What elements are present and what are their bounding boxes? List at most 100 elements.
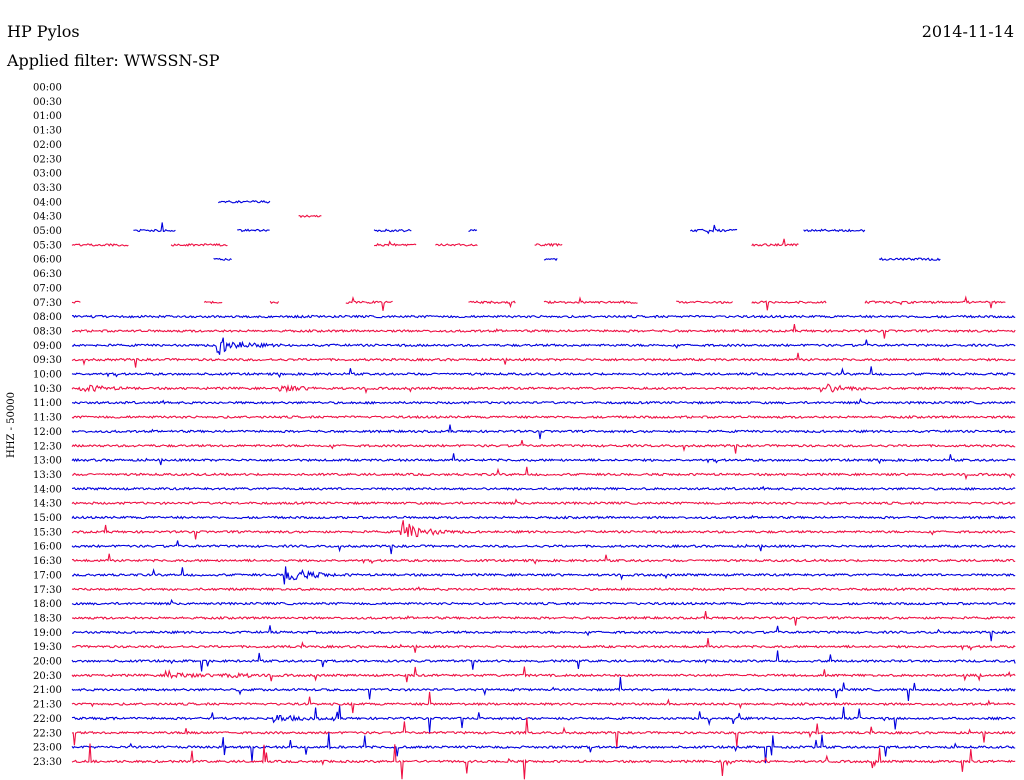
time-label: 01:00 xyxy=(33,111,62,122)
trace-line xyxy=(435,243,478,247)
trace-line xyxy=(71,337,1016,355)
time-label: 04:30 xyxy=(33,212,62,223)
time-label: 07:00 xyxy=(33,283,62,294)
trace-line xyxy=(133,222,176,233)
time-label: 21:00 xyxy=(33,685,62,696)
time-label: 07:30 xyxy=(33,298,62,309)
time-label: 21:30 xyxy=(33,700,62,711)
trace-line xyxy=(751,238,799,247)
trace-line xyxy=(269,300,280,304)
time-label: 08:00 xyxy=(33,312,62,323)
trace-line xyxy=(71,466,1016,481)
trace-line xyxy=(71,300,81,304)
trace-line xyxy=(71,352,1016,368)
time-labels: 00:00 00:30 01:00 01:30 02:00 02:30 03:00 03:30… xyxy=(33,83,62,768)
date-label: 2014-11-14 xyxy=(921,22,1014,41)
trace-line xyxy=(213,257,232,261)
time-label: 00:30 xyxy=(33,97,62,108)
time-label: 09:00 xyxy=(33,341,62,352)
time-label: 17:30 xyxy=(33,585,62,596)
trace-line xyxy=(71,485,1016,491)
trace-line xyxy=(71,611,1016,626)
time-label: 23:00 xyxy=(33,743,62,754)
time-label: 15:30 xyxy=(33,527,62,538)
trace-line xyxy=(71,397,1016,405)
time-label: 22:00 xyxy=(33,714,62,725)
time-label: 17:00 xyxy=(33,570,62,581)
trace-line xyxy=(217,199,271,204)
trace-line xyxy=(71,453,1016,466)
time-label: 05:30 xyxy=(33,240,62,251)
trace-line xyxy=(373,228,412,233)
time-label: 12:30 xyxy=(33,441,62,452)
trace-line xyxy=(71,366,1016,379)
time-label: 01:30 xyxy=(33,126,62,137)
time-label: 23:30 xyxy=(33,757,62,768)
time-label: 08:30 xyxy=(33,326,62,337)
time-label: 15:00 xyxy=(33,513,62,524)
time-label: 13:30 xyxy=(33,470,62,481)
time-label: 03:00 xyxy=(33,169,62,180)
time-label: 14:00 xyxy=(33,484,62,495)
time-label: 09:30 xyxy=(33,355,62,366)
trace-line xyxy=(71,424,1016,440)
trace-line xyxy=(71,514,1016,520)
y-axis-label: HHZ - 50000 xyxy=(6,392,17,458)
station-title: HP Pylos xyxy=(7,22,80,41)
trace-line xyxy=(543,258,558,262)
traces xyxy=(71,199,1016,780)
trace-line xyxy=(298,214,322,219)
time-label: 03:30 xyxy=(33,183,62,194)
trace-line xyxy=(345,295,393,311)
time-label: 06:30 xyxy=(33,269,62,280)
time-label: 22:30 xyxy=(33,728,62,739)
trace-line xyxy=(71,383,1016,395)
trace-line xyxy=(71,243,129,247)
trace-line xyxy=(468,228,478,233)
trace-line xyxy=(71,414,1016,420)
trace-line xyxy=(72,625,1016,642)
trace-line xyxy=(71,439,1016,454)
filter-label: Applied filter: WWSSN-SP xyxy=(7,51,220,70)
trace-line xyxy=(71,566,1016,585)
time-label: 18:30 xyxy=(33,613,62,624)
trace-line xyxy=(71,520,1016,540)
time-label: 13:00 xyxy=(33,456,62,467)
trace-line xyxy=(71,705,1016,733)
trace-line xyxy=(676,300,733,304)
time-label: 20:00 xyxy=(33,657,62,668)
trace-line xyxy=(237,228,270,233)
time-label: 11:00 xyxy=(33,398,62,409)
time-label: 16:30 xyxy=(33,556,62,567)
time-label: 00:00 xyxy=(33,83,62,94)
trace-line xyxy=(71,324,1016,339)
time-label: 04:00 xyxy=(33,197,62,208)
time-label: 11:30 xyxy=(33,413,62,424)
time-label: 02:30 xyxy=(33,154,62,165)
trace-line xyxy=(468,300,516,309)
time-label: 20:30 xyxy=(33,671,62,682)
trace-line xyxy=(543,296,638,305)
trace-line xyxy=(803,228,866,233)
trace-line xyxy=(373,240,417,247)
trace-line xyxy=(878,257,941,262)
trace-line xyxy=(71,666,1016,683)
trace-line xyxy=(71,638,1016,653)
trace-line xyxy=(203,300,223,305)
time-label: 19:00 xyxy=(33,628,62,639)
time-label: 18:00 xyxy=(33,599,62,610)
trace-line xyxy=(864,295,1006,309)
trace-line xyxy=(71,650,1016,672)
time-label: 05:00 xyxy=(33,226,62,237)
trace-line xyxy=(534,242,563,247)
trace-line xyxy=(71,586,1016,592)
trace-line xyxy=(71,553,1016,565)
trace-line xyxy=(71,598,1016,606)
trace-line xyxy=(71,743,1016,780)
time-label: 12:00 xyxy=(33,427,62,438)
time-label: 10:00 xyxy=(33,370,62,381)
trace-line xyxy=(71,676,1016,701)
trace-line xyxy=(170,243,228,247)
trace-line xyxy=(71,498,1016,506)
